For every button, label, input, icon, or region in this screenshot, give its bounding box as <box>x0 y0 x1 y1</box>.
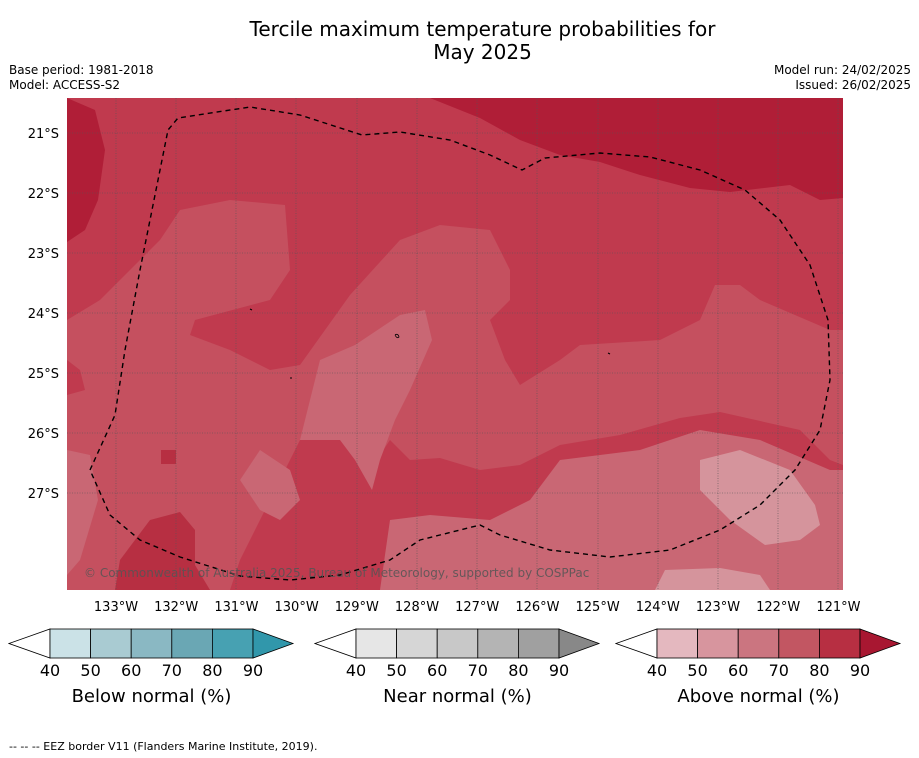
colorbar-tick-label: 80 <box>508 661 528 680</box>
latitude-label: 21°S <box>28 127 59 142</box>
title-line-1: Tercile maximum temperature probabilitie… <box>249 17 716 41</box>
island-mark <box>249 308 253 311</box>
colorbar-swatch <box>171 628 213 659</box>
model-run-text: Model run: 24/02/2025 <box>773 63 911 77</box>
longitude-label: 129°W <box>335 600 379 615</box>
colorbar-swatch <box>355 628 397 659</box>
region-80-90-west <box>67 98 105 242</box>
colorbar-swatch <box>477 628 519 659</box>
colorbar-swatch <box>818 628 861 659</box>
longitude-label: 121°W <box>816 600 860 615</box>
title-line-2: May 2025 <box>433 40 532 64</box>
colorbar-tick-label: 80 <box>809 661 829 680</box>
longitude-label: 131°W <box>214 600 258 615</box>
longitude-label: 128°W <box>395 600 439 615</box>
colorbar-extend-high <box>252 628 295 659</box>
colorbar-above: 40 50 60 70 80 90 <box>615 628 902 680</box>
colorbar-above-title: Above normal (%) <box>677 686 840 707</box>
region-60-70-southwest <box>67 450 98 575</box>
latitude-labels: 21°S 22°S 23°S 24°S 25°S 26°S 27°S <box>28 127 59 502</box>
longitude-label: 127°W <box>455 600 499 615</box>
colorbar-near-title: Near normal (%) <box>383 686 532 707</box>
longitude-label: 126°W <box>515 600 559 615</box>
longitude-label: 123°W <box>696 600 740 615</box>
island-mark <box>607 352 611 355</box>
graticule <box>67 98 843 590</box>
latitude-label: 26°S <box>28 427 59 442</box>
model-text: Model: ACCESS-S2 <box>9 78 121 92</box>
colorbar-tick-label: 70 <box>769 661 789 680</box>
colorbar-swatch <box>656 628 698 659</box>
region-80-90-south <box>115 512 210 590</box>
colorbar-swatch <box>90 628 132 659</box>
island-mark <box>394 333 400 339</box>
colorbar-tick-label: 80 <box>202 661 222 680</box>
longitude-label: 125°W <box>576 600 620 615</box>
longitude-label: 122°W <box>756 600 800 615</box>
longitude-label: 132°W <box>154 600 198 615</box>
colorbar-extend-low <box>615 628 658 659</box>
latitude-label: 27°S <box>28 487 59 502</box>
colorbar-tick-label: 60 <box>427 661 447 680</box>
issued-text: Issued: 26/02/2025 <box>795 78 911 92</box>
latitude-label: 24°S <box>28 307 59 322</box>
metadata-right: Model run: 24/02/2025 Issued: 26/02/2025 <box>774 63 911 93</box>
eez-border <box>89 106 831 581</box>
colorbar-tick-label: 50 <box>386 661 406 680</box>
region-60-70-center <box>300 310 432 490</box>
colorbar-tick-label: 90 <box>549 661 569 680</box>
colorbar-swatch <box>778 628 820 659</box>
colorbar-extend-high <box>859 628 902 659</box>
map-title: Tercile maximum temperature probabilitie… <box>0 18 919 64</box>
colorbar-swatch <box>436 628 479 659</box>
colorbar-extend-low <box>314 628 357 659</box>
latitude-label: 23°S <box>28 247 59 262</box>
colorbar-extend-low <box>8 628 51 659</box>
colorbar-below-title: Below normal (%) <box>71 686 232 707</box>
colorbar-tick-label: 40 <box>346 661 366 680</box>
colorbar-near: 40 50 60 70 80 90 <box>314 628 601 680</box>
colorbar-swatch <box>130 628 173 659</box>
colorbar-tick-label: 70 <box>468 661 488 680</box>
longitude-label: 130°W <box>275 600 319 615</box>
colorbar-tick-label: 90 <box>243 661 263 680</box>
map-plot-area <box>67 98 843 590</box>
colorbar-tick-label: 70 <box>162 661 182 680</box>
latitude-label: 22°S <box>28 187 59 202</box>
colorbar-swatch <box>49 628 91 659</box>
colorbar-tick-label: 40 <box>40 661 60 680</box>
latitude-label: 25°S <box>28 367 59 382</box>
region-60-70-blob <box>240 450 300 520</box>
colorbar-tick-label: 50 <box>80 661 100 680</box>
colorbar-tick-label: 40 <box>647 661 667 680</box>
colorbar-tick-label: 60 <box>728 661 748 680</box>
colorbar-swatch <box>211 628 254 659</box>
longitude-labels: 133°W 132°W 131°W 130°W 129°W 128°W 127°W 126°W… <box>94 600 861 615</box>
eez-footnote: -- -- -- EEZ border V11 (Flanders Marine… <box>9 740 318 753</box>
colorbar-below: 40 50 60 70 80 90 <box>8 628 295 680</box>
colorbar-swatch <box>697 628 739 659</box>
region-80-90-spot <box>161 450 176 464</box>
longitude-label: 124°W <box>636 600 680 615</box>
colorbar-swatch <box>737 628 780 659</box>
copyright-text: © Commonwealth of Australia 2025, Bureau… <box>84 566 589 580</box>
colorbar-tick-label: 60 <box>121 661 141 680</box>
region-50-60-bottom <box>655 568 770 590</box>
region-50-60-southeast <box>700 450 820 545</box>
longitude-label: 133°W <box>94 600 138 615</box>
colorbar-extend-high <box>558 628 601 659</box>
colorbar-tick-label: 50 <box>687 661 707 680</box>
metadata-left: Base period: 1981-2018 Model: ACCESS-S2 <box>9 63 154 93</box>
colorbar-swatch <box>517 628 560 659</box>
colorbar-swatch <box>396 628 438 659</box>
region-80-90-north <box>430 98 843 200</box>
colorbar-tick-label: 90 <box>850 661 870 680</box>
base-period-text: Base period: 1981-2018 <box>9 63 154 77</box>
